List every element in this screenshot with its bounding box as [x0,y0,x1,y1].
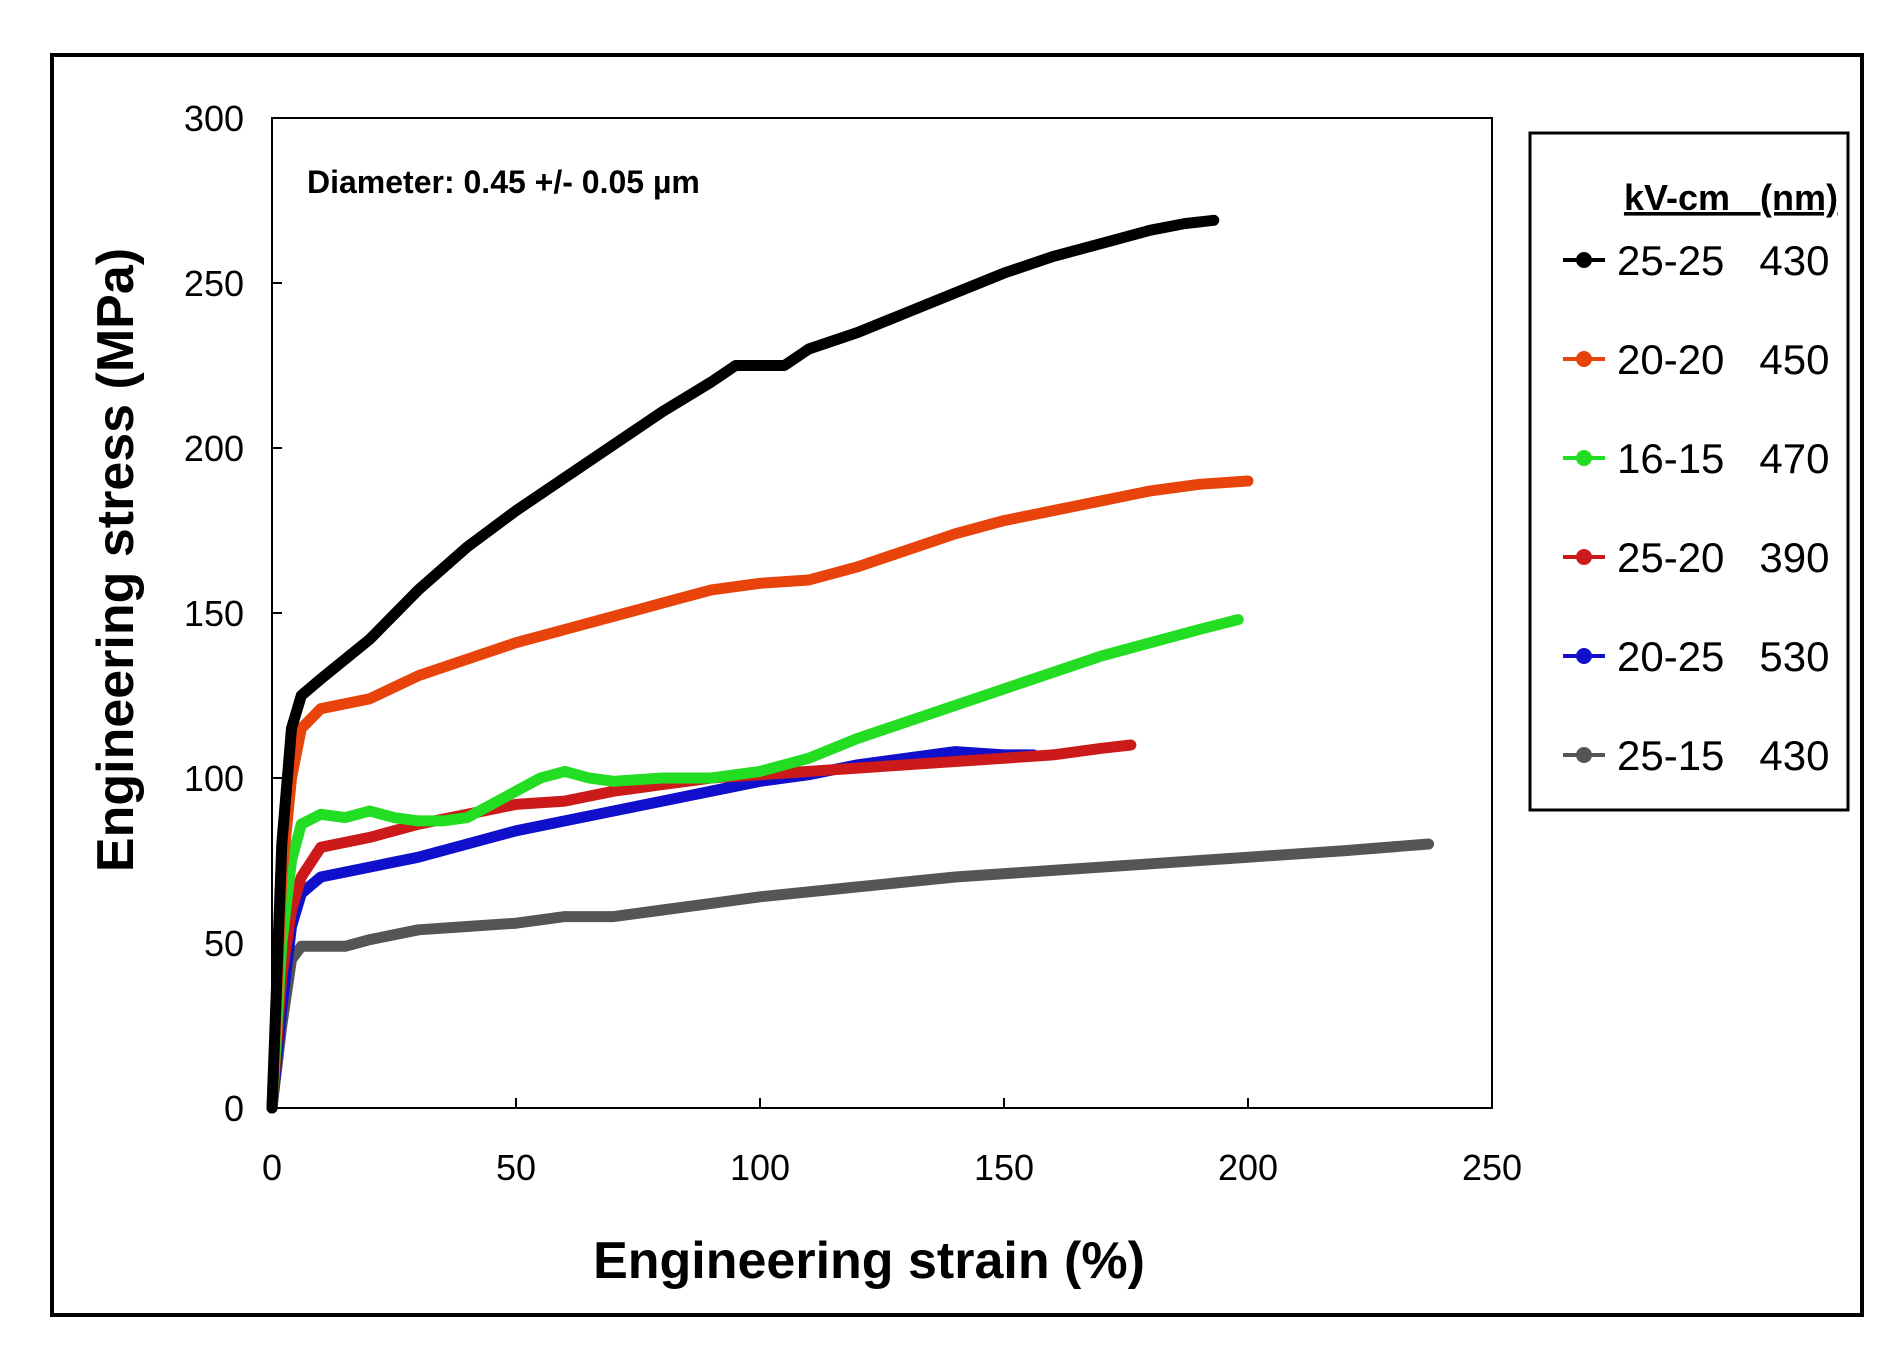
series-line-20-25 [266,746,1039,1114]
legend-marker [1576,747,1592,763]
y-tick-label: 50 [204,923,244,964]
x-axis: 0 50 100 150 200 250 [262,1098,1522,1188]
x-tick-label: 200 [1218,1147,1278,1188]
legend-entry: 16-15 470 [1617,435,1830,482]
legend-marker [1576,351,1592,367]
legend-marker [1576,648,1592,664]
legend-entry: 20-25 530 [1617,633,1830,680]
legend-entry: 25-25 430 [1617,237,1830,284]
x-tick-label: 150 [974,1147,1034,1188]
y-tick-label: 250 [184,263,244,304]
series-lines [266,214,1435,1114]
legend-marker [1576,252,1592,268]
series-line-25-25 [266,214,1220,1114]
legend-entry: 25-20 390 [1617,534,1830,581]
legend-marker [1576,549,1592,565]
legend: 25-25 430 20-20 450 16-15 470 25-20 390 20-2… [1563,237,1830,779]
y-axis-title: Engineering stress (MPa) [87,248,145,872]
plot-area [271,117,1493,1109]
x-axis-title: Engineering strain (%) [593,1232,1145,1290]
series-line-20-20 [266,475,1254,1114]
series-line-25-20 [266,739,1137,1114]
y-tick-label: 0 [224,1088,244,1129]
y-axis: 0 50 100 150 200 250 300 [184,98,282,1129]
series-line-16-15 [266,614,1244,1114]
y-tick-label: 200 [184,428,244,469]
x-tick-label: 100 [730,1147,790,1188]
x-tick-label: 50 [496,1147,536,1188]
legend-entry: 20-20 450 [1617,336,1830,383]
x-tick-label: 0 [262,1147,282,1188]
series-line-25-15 [266,838,1435,1114]
x-tick-label: 250 [1462,1147,1522,1188]
legend-box [1528,131,1850,812]
legend-marker [1576,450,1592,466]
y-tick-label: 150 [184,593,244,634]
y-tick-label: 100 [184,758,244,799]
legend-entry: 25-15 430 [1617,732,1830,779]
legend-header: kV-cm (nm) [1624,177,1838,218]
y-tick-label: 300 [184,98,244,139]
annotation-diameter: Diameter: 0.45 +/- 0.05 µm [307,164,700,200]
